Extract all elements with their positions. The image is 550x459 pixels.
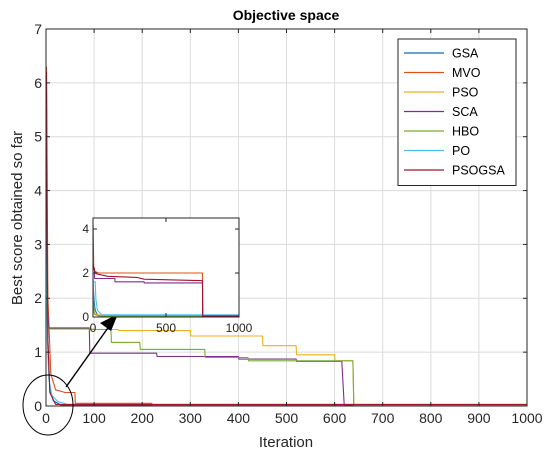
- main-series-hbo: [45, 93, 527, 406]
- zoom-arrow-line: [65, 324, 111, 388]
- main-x-tick-label-4: 400: [227, 410, 251, 426]
- legend-label-gsa: GSA: [452, 47, 479, 61]
- legend-label-pso: PSO: [452, 86, 479, 100]
- main-y-tick-label-3: 3: [34, 236, 42, 252]
- main-x-tick-label-7: 700: [371, 410, 395, 426]
- chart-title: Objective space: [233, 7, 340, 23]
- main-series: [45, 66, 527, 406]
- main-x-tick-label-1: 100: [82, 410, 106, 426]
- main-x-tick-label-9: 900: [467, 410, 491, 426]
- main-x-tick-label-2: 200: [131, 410, 155, 426]
- main-y-tick-label-1: 1: [34, 344, 42, 360]
- inset-y-tick-label-2: 4: [82, 222, 89, 236]
- inset-x-tick-label-1: 500: [156, 321, 176, 335]
- zoom-arrow-head: [100, 314, 118, 331]
- inset-x-tick-label-2: 1000: [226, 321, 253, 335]
- main-y-tick-label-0: 0: [34, 398, 42, 414]
- inset-series-psogsa: [92, 264, 239, 317]
- main-y-tick-label-6: 6: [34, 75, 42, 91]
- zoom-highlight-ellipse: [22, 374, 74, 436]
- x-axis-label: Iteration: [259, 434, 313, 451]
- inset-ticks: 0 500 1000 0 2 4: [82, 218, 253, 335]
- main-y-tick-label-2: 2: [34, 290, 42, 306]
- legend-label-psogsa: PSOGSA: [452, 164, 505, 178]
- main-y-tick-label-7: 7: [34, 21, 42, 37]
- inset-x-tick-label-0: 0: [90, 321, 97, 335]
- inset-background: [93, 218, 239, 317]
- inset-y-tick-label-0: 0: [82, 310, 89, 324]
- inset-series-po: [93, 281, 239, 316]
- legend-label-hbo: HBO: [452, 125, 479, 139]
- y-axis-label: Best score obtained so far: [9, 131, 26, 305]
- legend-label-mvo: MVO: [452, 66, 481, 80]
- main-x-tick-label-5: 500: [275, 410, 299, 426]
- main-y-tick-label-4: 4: [34, 182, 42, 198]
- main-x-tick-label-0: 0: [42, 410, 50, 426]
- main-x-tick-label-3: 300: [179, 410, 203, 426]
- main-x-tick-label-10: 1000: [511, 410, 542, 426]
- main-x-tick-label-6: 600: [323, 410, 347, 426]
- legend: GSA MVO PSO SCA HBO PO PSOGSA: [397, 38, 517, 186]
- legend-label-sca: SCA: [452, 105, 478, 119]
- main-series-psogsa: [45, 72, 527, 405]
- main-y-tick-label-5: 5: [34, 129, 42, 145]
- main-x-tick-label-8: 800: [419, 410, 443, 426]
- legend-box: [397, 38, 517, 186]
- inset-y-tick-label-1: 2: [82, 266, 89, 280]
- legend-label-po: PO: [452, 144, 470, 158]
- inset-series: [92, 224, 239, 317]
